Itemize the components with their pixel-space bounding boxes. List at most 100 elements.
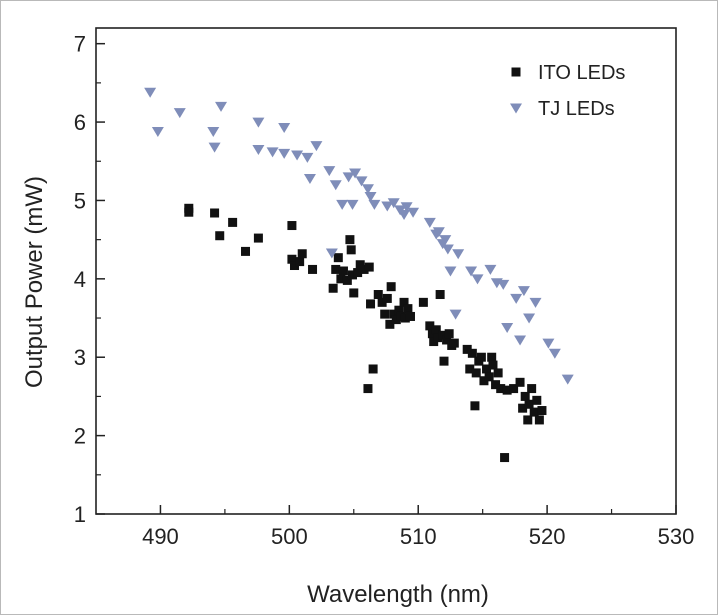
data-point: [529, 297, 542, 308]
data-point: [353, 268, 363, 278]
data-point: [403, 304, 413, 314]
legend: ITO LEDs TJ LEDs: [510, 62, 625, 120]
data-point: [241, 246, 251, 256]
data-point: [210, 208, 220, 218]
data-point: [527, 384, 537, 394]
y-tick-label: 6: [74, 110, 86, 135]
data-point: [444, 329, 454, 339]
data-point: [425, 321, 435, 331]
data-point: [520, 391, 530, 401]
y-axis-title: Output Power (mW): [21, 176, 48, 388]
data-point: [476, 352, 486, 362]
data-point: [405, 311, 415, 321]
data-point: [470, 401, 480, 411]
data-point: [325, 248, 338, 259]
data-point: [184, 207, 194, 217]
data-point: [423, 217, 436, 228]
data-point: [377, 297, 387, 307]
data-point: [442, 335, 452, 345]
data-point: [287, 221, 297, 231]
data-point: [471, 368, 481, 378]
data-point: [542, 338, 555, 349]
y-tick-label: 4: [74, 267, 86, 292]
legend-label: TJ LEDs: [538, 98, 615, 120]
data-point: [524, 399, 534, 409]
data-point: [253, 233, 263, 243]
data-point: [398, 210, 411, 221]
series-0: [184, 203, 547, 463]
y-tick-label: 7: [74, 32, 86, 57]
data-point: [400, 202, 413, 213]
x-tick-label: 520: [529, 524, 566, 549]
data-point: [301, 152, 314, 163]
data-point: [373, 290, 383, 300]
data-point: [534, 415, 544, 425]
data-point: [173, 108, 186, 119]
data-point: [488, 360, 498, 370]
data-point: [278, 123, 291, 134]
data-point: [303, 174, 316, 185]
data-point: [399, 297, 409, 307]
data-point: [266, 147, 279, 158]
data-point: [431, 325, 441, 335]
data-point: [529, 407, 539, 417]
data-point: [515, 377, 525, 387]
data-point: [467, 348, 477, 358]
data-point: [496, 384, 506, 394]
data-point: [482, 364, 492, 374]
data-point: [487, 352, 497, 362]
data-point: [291, 150, 304, 161]
data-point: [346, 245, 356, 255]
x-tick-label: 510: [400, 524, 437, 549]
data-point: [297, 249, 307, 259]
data-point: [484, 372, 494, 382]
data-point: [323, 166, 336, 177]
data-point: [338, 266, 348, 276]
data-point: [400, 313, 410, 323]
data-point: [252, 145, 265, 155]
data-point: [295, 257, 305, 267]
data-point: [380, 309, 390, 319]
x-axis-title: Wavelength (nm): [307, 581, 489, 608]
data-point: [493, 368, 503, 378]
data-point: [342, 172, 355, 183]
data-point: [386, 282, 396, 292]
data-point: [336, 199, 349, 210]
y-tick-label: 1: [74, 502, 86, 527]
data-point: [502, 385, 512, 395]
data-point: [523, 313, 536, 324]
data-point: [439, 356, 449, 366]
data-point: [491, 380, 501, 390]
plot-border: [95, 27, 677, 515]
data-point: [144, 87, 157, 98]
data-point: [465, 266, 478, 277]
data-point: [359, 264, 369, 274]
y-tick-label: 2: [74, 424, 86, 449]
data-point: [355, 260, 365, 270]
data-point: [471, 274, 484, 285]
data-point: [435, 290, 445, 300]
data-point: [433, 333, 443, 343]
x-axis: 490 500 510 520 530: [142, 505, 694, 549]
data-point: [333, 253, 343, 263]
data-point: [347, 270, 357, 280]
legend-marker: [510, 103, 522, 114]
data-point: [514, 335, 527, 346]
data-point: [368, 199, 381, 210]
data-point: [449, 309, 462, 320]
data-point: [509, 384, 519, 394]
data-point: [349, 288, 359, 298]
data-point: [394, 305, 404, 315]
data-point: [329, 180, 342, 191]
data-point: [355, 176, 368, 187]
x-tick-label: 490: [142, 524, 179, 549]
data-point: [346, 199, 359, 210]
data-point: [497, 279, 510, 290]
data-point: [438, 330, 448, 340]
data-point: [208, 142, 221, 153]
data-point: [381, 201, 394, 212]
data-point: [444, 266, 457, 277]
data-point: [479, 376, 489, 386]
data-point: [328, 283, 338, 293]
series-1: [144, 87, 574, 385]
